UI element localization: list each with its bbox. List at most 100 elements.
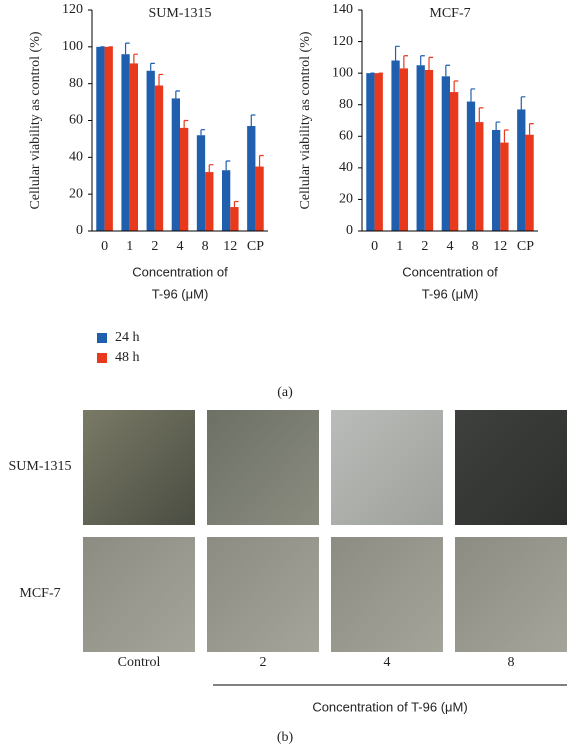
bar (475, 122, 484, 231)
chart-title: SUM-1315 (148, 6, 211, 21)
x-tick-label: 0 (371, 239, 378, 254)
bar (171, 98, 180, 232)
x-tick-label: 8 (472, 239, 479, 254)
bar (424, 69, 434, 231)
error-bar (133, 53, 139, 64)
bar (104, 46, 113, 232)
bar (391, 60, 400, 232)
error-bar (225, 160, 231, 171)
y-tick-label: 40 (339, 160, 353, 175)
x-tick-label: 12 (493, 239, 507, 254)
error-bar (258, 154, 264, 167)
column-label: 4 (384, 655, 391, 670)
bar (450, 92, 459, 231)
error-bar (208, 164, 214, 173)
bar (96, 46, 105, 232)
y-tick-label: 100 (62, 39, 83, 54)
bar (255, 166, 264, 231)
error-bar (453, 80, 459, 93)
error-bar (200, 129, 206, 136)
error-bar (470, 88, 476, 102)
image (83, 537, 195, 652)
bar (129, 63, 139, 232)
micrographs (83, 410, 567, 652)
legend-label: 24 h (115, 330, 140, 345)
error-bar (503, 129, 509, 143)
bar (525, 134, 534, 231)
x-tick-label: 2 (151, 239, 158, 254)
error-bar (250, 114, 256, 127)
row-label: MCF-7 (19, 586, 60, 601)
image (83, 410, 195, 525)
legend-label: 48 h (115, 350, 140, 365)
y-tick-label: 60 (69, 113, 83, 128)
chart-title: MCF-7 (429, 6, 470, 21)
image (455, 410, 567, 525)
bar (441, 76, 450, 231)
bar (146, 70, 155, 232)
x-tick-label: 2 (421, 239, 428, 254)
y-tick-label: 80 (339, 97, 353, 112)
x-axis-label: Concentration of (402, 264, 498, 279)
y-tick-label: 120 (332, 34, 353, 49)
panel-label: (a) (277, 385, 293, 400)
x-tick-label: CP (247, 239, 264, 254)
y-tick-label: 60 (339, 129, 353, 144)
bar (374, 73, 383, 232)
y-tick-label: 120 (62, 2, 83, 17)
x-axis-label: T-96 (μM) (422, 286, 479, 301)
error-bar (175, 90, 180, 99)
bar (205, 172, 214, 231)
bar (491, 129, 501, 231)
x-tick-label: 0 (101, 239, 108, 254)
column-label: Control (118, 655, 161, 670)
x-axis-label: T-96 (μM) (152, 286, 209, 301)
x-tick-label: 8 (202, 239, 209, 254)
image (207, 537, 319, 652)
y-axis-label: Cellular viability as control (%) (28, 31, 43, 209)
image (331, 537, 443, 652)
bar (180, 127, 189, 231)
bar (121, 54, 130, 232)
bar (500, 142, 509, 231)
bar (399, 68, 409, 232)
x-tick-label: 1 (126, 239, 133, 254)
bar (196, 135, 206, 231)
y-tick-label: 20 (339, 192, 353, 207)
error-bar (124, 42, 130, 55)
error-bar (158, 73, 164, 86)
legend-swatch (97, 353, 107, 363)
bar (247, 126, 256, 231)
error-bar (495, 121, 501, 130)
y-tick-label: 20 (69, 186, 83, 201)
image (207, 410, 319, 525)
x-tick-label: CP (517, 239, 534, 254)
x-tick-label: 12 (223, 239, 237, 254)
error-bar (478, 107, 484, 123)
error-bar (428, 56, 434, 70)
error-bar (528, 123, 534, 135)
x-axis-label: Concentration of T-96 (μM) (312, 699, 467, 714)
y-tick-label: 100 (332, 65, 353, 80)
y-tick-label: 140 (332, 2, 353, 17)
error-bar (445, 64, 450, 77)
y-tick-label: 40 (69, 150, 83, 165)
y-tick-label: 0 (346, 223, 353, 238)
error-bar (394, 45, 400, 61)
x-tick-label: 4 (447, 239, 454, 254)
error-bar (520, 96, 526, 110)
bar (221, 170, 231, 231)
y-axis-label: Cellular viability as control (%) (298, 31, 313, 209)
bar (154, 85, 164, 231)
column-label: 2 (260, 655, 267, 670)
bar (466, 101, 476, 231)
error-bar (150, 62, 155, 71)
row-label: SUM-1315 (8, 459, 71, 474)
error-bar (420, 55, 425, 66)
panel-label: (b) (277, 730, 294, 745)
column-label: 8 (508, 655, 515, 670)
error-bar (403, 55, 409, 69)
error-bar (183, 119, 189, 128)
y-tick-label: 0 (76, 223, 83, 238)
